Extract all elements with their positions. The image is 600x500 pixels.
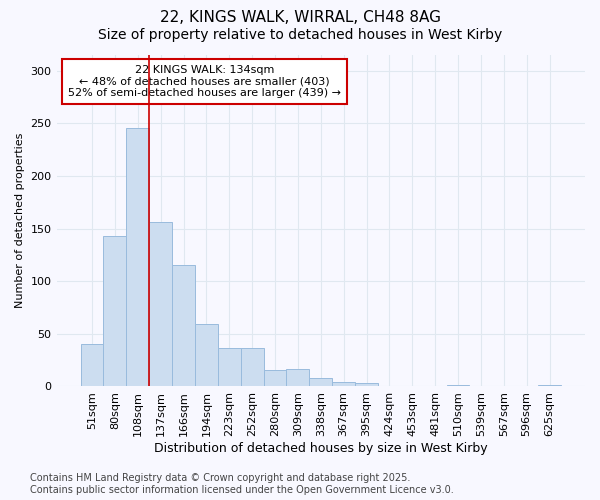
- Bar: [149, 222, 172, 386]
- Y-axis label: Number of detached properties: Number of detached properties: [15, 133, 25, 308]
- Text: Size of property relative to detached houses in West Kirby: Size of property relative to detached ho…: [98, 28, 502, 42]
- Bar: [286, 368, 310, 386]
- Text: Contains HM Land Registry data © Crown copyright and database right 2025.
Contai: Contains HM Land Registry data © Crown c…: [30, 474, 454, 495]
- Bar: [263, 370, 286, 386]
- Bar: [80, 344, 103, 387]
- Bar: [332, 382, 355, 386]
- Text: 22, KINGS WALK, WIRRAL, CH48 8AG: 22, KINGS WALK, WIRRAL, CH48 8AG: [160, 10, 440, 25]
- Bar: [172, 266, 195, 386]
- Bar: [218, 348, 241, 387]
- X-axis label: Distribution of detached houses by size in West Kirby: Distribution of detached houses by size …: [154, 442, 488, 455]
- Text: 22 KINGS WALK: 134sqm
← 48% of detached houses are smaller (403)
52% of semi-det: 22 KINGS WALK: 134sqm ← 48% of detached …: [68, 65, 341, 98]
- Bar: [355, 384, 378, 386]
- Bar: [103, 236, 127, 386]
- Bar: [310, 378, 332, 386]
- Bar: [195, 324, 218, 386]
- Bar: [127, 128, 149, 386]
- Bar: [241, 348, 263, 387]
